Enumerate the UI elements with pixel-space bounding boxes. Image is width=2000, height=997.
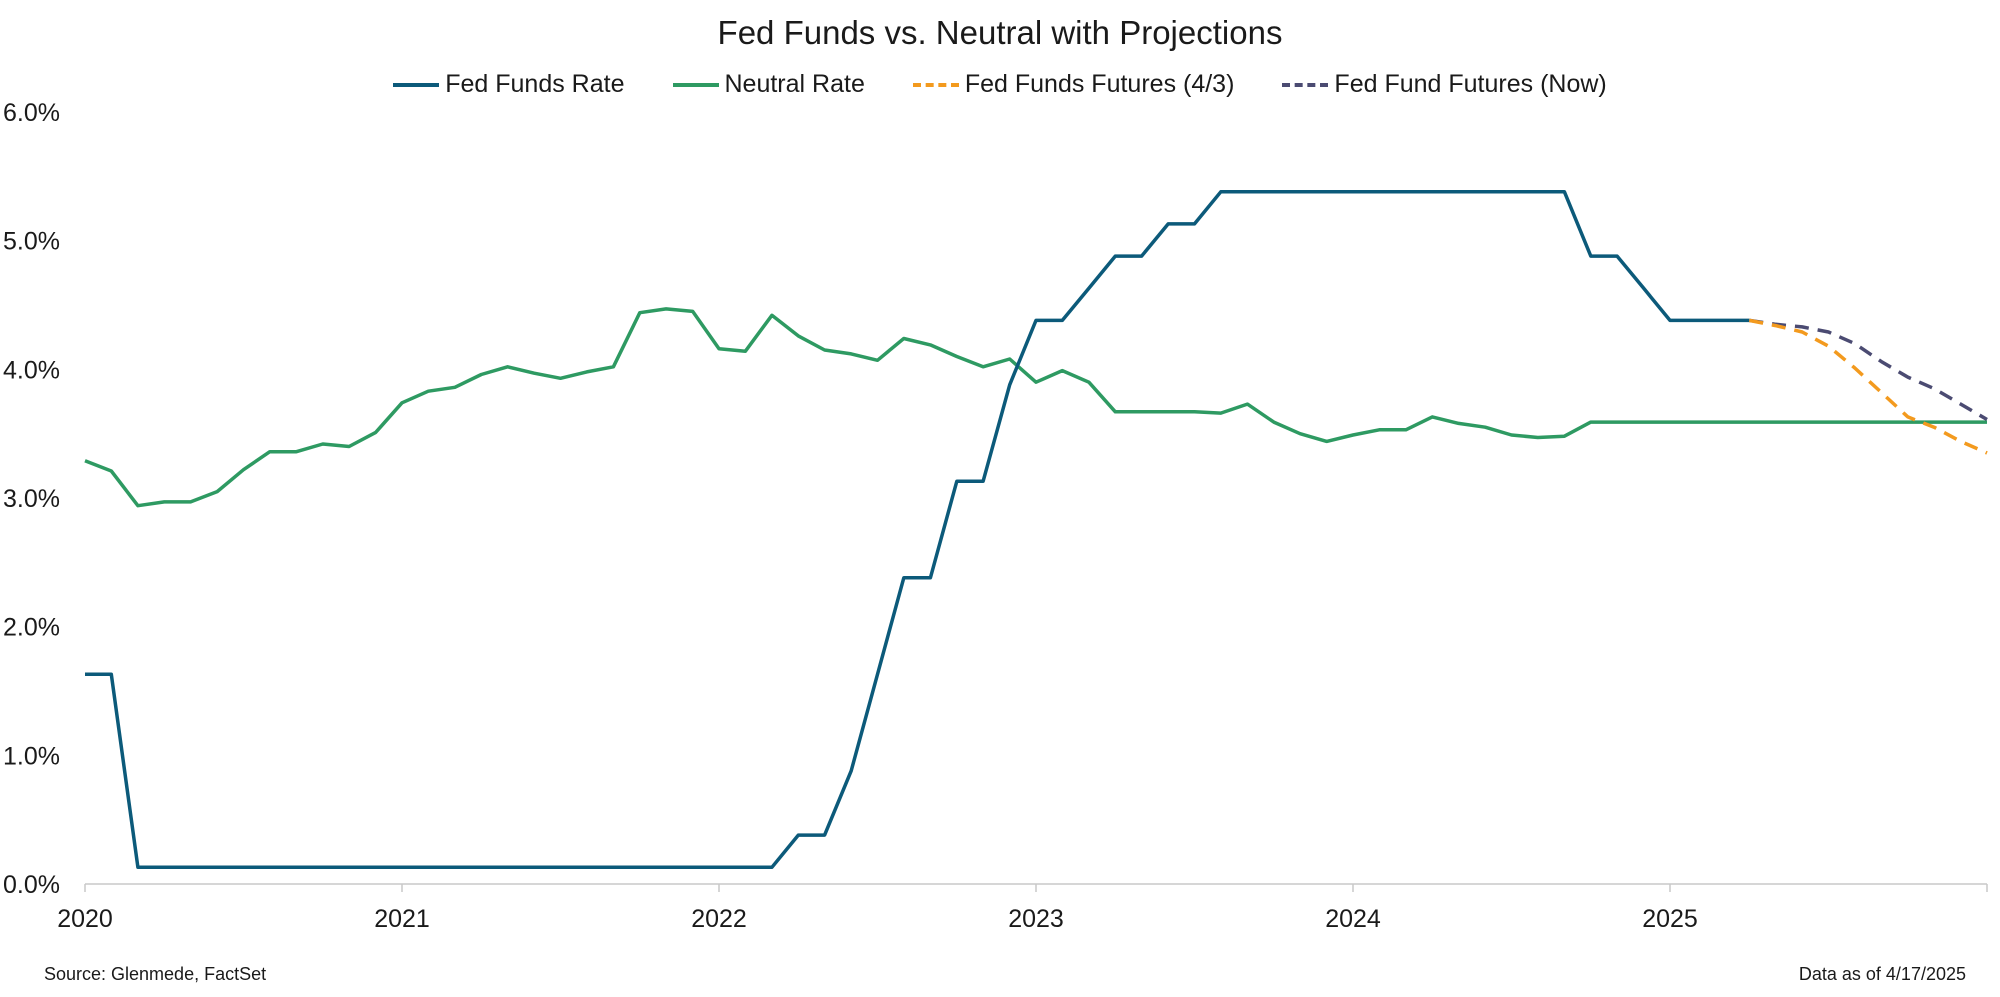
legend-swatch-futures-now [1282,82,1329,87]
y-axis-tick-labels: 0.0% 1.0% 2.0% 3.0% 4.0% 5.0% 6.0% [3,99,60,899]
y-tick-label: 0.0% [3,871,60,899]
series-line-fed-funds-futures-4-3 [1748,318,1988,455]
legend-item-neutral-rate: Neutral Rate [672,70,865,99]
x-tick-label: 2022 [691,905,747,933]
y-tick-label: 2.0% [3,614,60,642]
chart-legend: Fed Funds Rate Neutral Rate Fed Funds Fu… [0,70,2000,99]
legend-swatch-fed-funds-rate [393,82,440,87]
legend-item-futures-now: Fed Fund Futures (Now) [1282,70,1607,99]
x-tick-label: 2023 [1008,905,1064,933]
legend-swatch-neutral-rate [672,82,719,87]
y-tick-label: 4.0% [3,356,60,384]
legend-label-futures-now: Fed Fund Futures (Now) [1334,70,1607,98]
as-of-note: Data as of 4/17/2025 [1798,964,1966,984]
series-lines [84,190,1988,870]
legend-item-futures-4-3: Fed Funds Futures (4/3) [912,70,1235,99]
y-tick-label: 3.0% [3,485,60,513]
legend-label-futures-4-3: Fed Funds Futures (4/3) [964,70,1235,98]
source-note: Source: Glenmede, FactSet [44,964,267,984]
x-tick-label: 2025 [1642,905,1698,933]
y-tick-label: 1.0% [3,742,60,770]
legend-label-neutral-rate: Neutral Rate [724,70,865,98]
y-tick-label: 5.0% [3,228,60,256]
series-line-fed-funds-rate [85,190,1750,870]
legend-item-fed-funds-rate: Fed Funds Rate [393,70,625,99]
series-line-fed-fund-futures-now [1749,318,1988,422]
y-tick-label: 6.0% [3,99,60,127]
chart-title: Fed Funds vs. Neutral with Projections [717,14,1283,51]
legend-swatch-futures-4-3 [912,82,959,87]
x-tick-label: 2021 [374,905,430,933]
x-axis: 2020 2021 2022 2023 2024 2025 [57,883,1988,933]
x-tick-label: 2020 [57,905,113,933]
series-line-neutral-rate [84,307,1987,508]
legend-label-fed-funds-rate: Fed Funds Rate [445,70,625,98]
x-tick-label: 2024 [1325,905,1381,933]
